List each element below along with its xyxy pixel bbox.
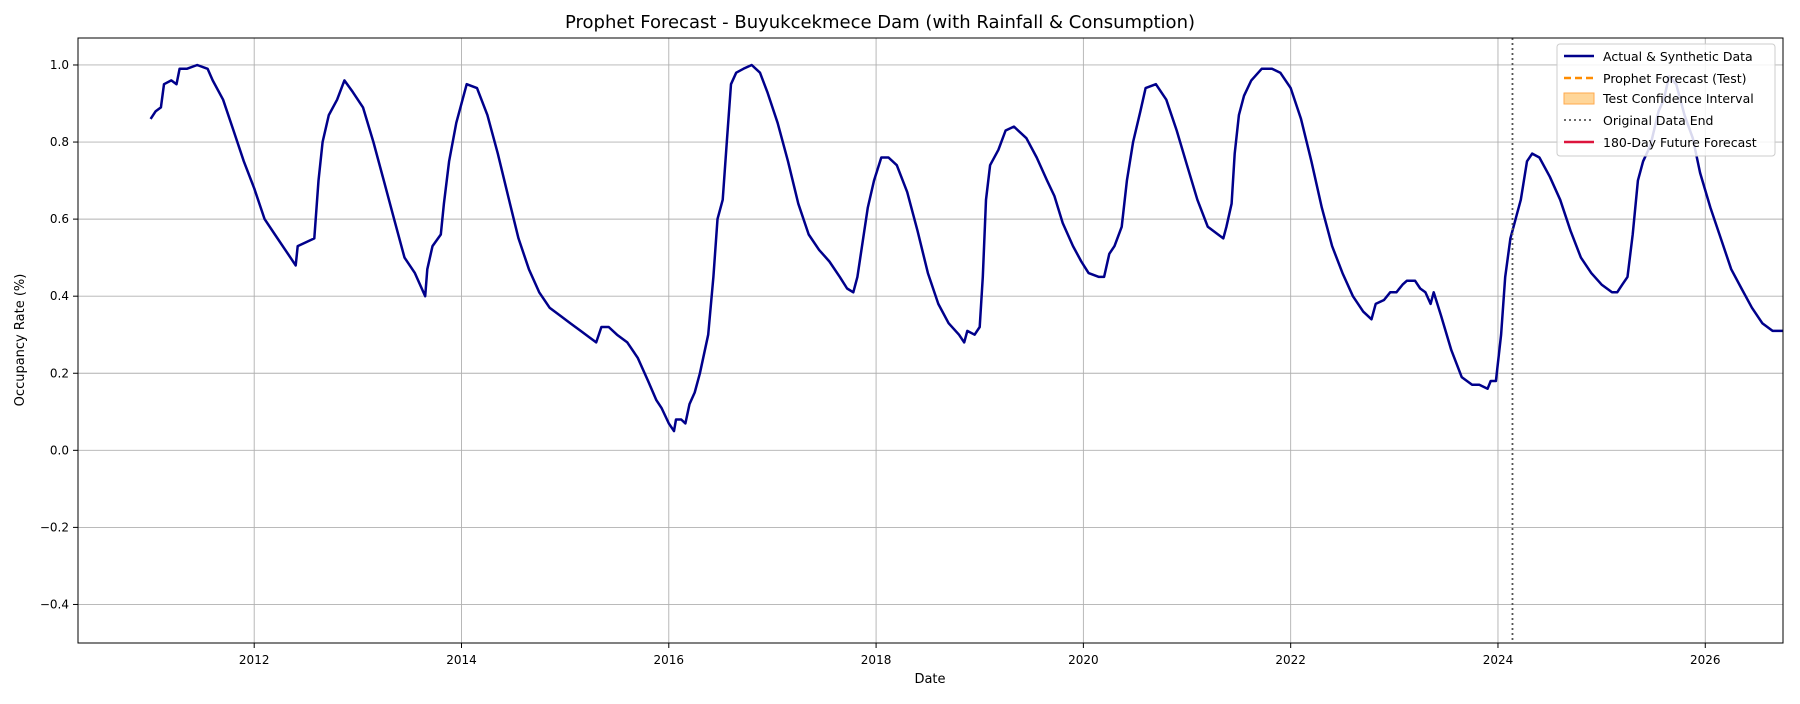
x-tick-label: 2026 [1690,653,1721,667]
chart-title: Prophet Forecast - Buyukcekmece Dam (wit… [565,12,1195,33]
y-tick-label: −0.4 [40,597,69,611]
legend-swatch-confidence [1563,92,1595,105]
x-tick-label: 2024 [1483,653,1514,667]
legend: Actual & Synthetic Data Prophet Forecast… [1556,43,1776,157]
y-tick-label: 0.4 [50,289,69,303]
legend-label-confidence: Test Confidence Interval [1602,91,1754,106]
y-tick-label: 0.6 [50,212,69,226]
y-tick-label: 0.8 [50,135,69,149]
x-tick-label: 2014 [446,653,477,667]
axis-ticks: 2012 2014 2016 2018 2020 2022 2024 2026 −0.4 −0.2… [40,58,1721,667]
x-tick-label: 2018 [861,653,892,667]
legend-label-data-end: Original Data End [1603,113,1713,128]
series-line [149,63,1783,433]
x-tick-label: 2016 [654,653,685,667]
legend-box [1556,43,1776,157]
y-tick-label: −0.2 [40,520,69,534]
x-tick-label: 2012 [239,653,270,667]
x-axis-label: Date [914,672,945,687]
plot-frame [77,37,1784,644]
grid [78,38,1783,643]
legend-label-actual: Actual & Synthetic Data [1603,49,1753,64]
y-tick-label: 0.2 [50,366,69,380]
legend-label-forecast: Prophet Forecast (Test) [1603,71,1747,86]
legend-label-future: 180-Day Future Forecast [1603,135,1757,150]
series [149,38,1783,643]
x-tick-label: 2022 [1275,653,1306,667]
y-axis-label: Occupancy Rate (%) [13,274,28,407]
y-tick-label: 0.0 [50,443,69,457]
y-tick-label: 1.0 [50,58,69,72]
x-tick-label: 2020 [1068,653,1099,667]
